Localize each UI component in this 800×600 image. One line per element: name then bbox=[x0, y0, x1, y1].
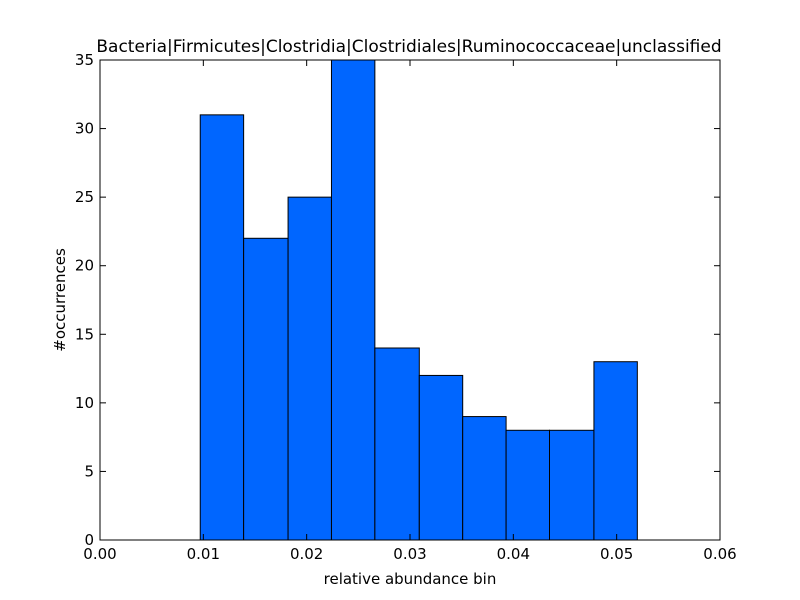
x-tick-label: 0.05 bbox=[600, 545, 633, 563]
histogram-bar-9 bbox=[549, 429, 595, 541]
x-axis-label: relative abundance bin bbox=[324, 570, 497, 588]
histogram-bar-6 bbox=[418, 374, 464, 541]
histogram-bar-10 bbox=[593, 361, 638, 541]
y-tick-label: 35 bbox=[75, 51, 94, 69]
chart-title: Bacteria|Firmicutes|Clostridia|Clostridi… bbox=[96, 37, 721, 57]
y-tick-label: 0 bbox=[84, 531, 94, 549]
y-axis-ticks: 0 5 10 15 20 25 30 35 bbox=[75, 51, 720, 549]
histogram-bar-7 bbox=[462, 416, 507, 541]
y-tick-label: 15 bbox=[75, 325, 94, 343]
y-tick-label: 20 bbox=[75, 257, 94, 275]
y-tick-label: 10 bbox=[75, 394, 94, 412]
histogram-bar-8 bbox=[505, 429, 551, 541]
histogram-bar-5 bbox=[374, 347, 420, 541]
y-tick-label: 5 bbox=[84, 462, 94, 480]
histogram-bars bbox=[199, 59, 638, 541]
x-tick-label: 0.02 bbox=[290, 545, 323, 563]
y-axis-label: #occurrences bbox=[51, 248, 69, 352]
histogram-bar-4 bbox=[330, 59, 376, 541]
y-tick-label: 30 bbox=[75, 120, 94, 138]
histogram-bar-1 bbox=[199, 114, 245, 541]
histogram-bar-3 bbox=[287, 196, 332, 541]
x-tick-label: 0.06 bbox=[703, 545, 736, 563]
x-tick-label: 0.01 bbox=[187, 545, 220, 563]
histogram-bar-2 bbox=[243, 237, 289, 541]
y-tick-label: 25 bbox=[75, 188, 94, 206]
x-axis-ticks: 0.00 0.01 0.02 0.03 0.04 0.05 0.06 bbox=[83, 60, 737, 563]
x-tick-label: 0.00 bbox=[83, 545, 116, 563]
x-tick-label: 0.04 bbox=[497, 545, 530, 563]
x-tick-label: 0.03 bbox=[393, 545, 426, 563]
